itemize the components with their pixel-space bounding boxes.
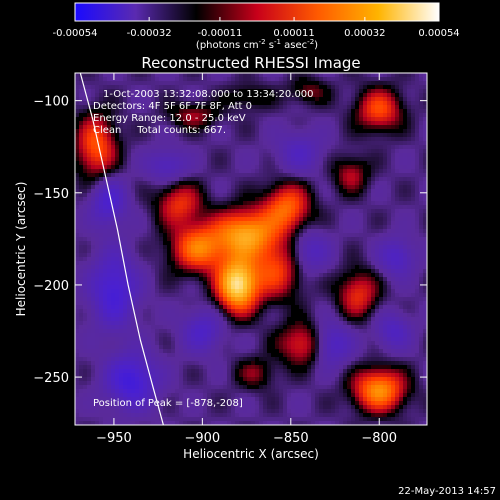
footer-date: 22-May-2013 14:57	[398, 486, 496, 497]
y-tick-label: −150	[33, 187, 69, 202]
solar-limb-line	[79, 73, 164, 425]
annotation-energy: Energy Range: 12.0 - 25.0 keV	[93, 113, 246, 124]
x-tick-label: −800	[361, 431, 397, 446]
colorbar: -0.00054 -0.00032 -0.00011 0.00011 0.00032 0.…	[53, 2, 460, 51]
annotation-detectors: Detectors: 4F 5F 6F 7F 8F, Att 0	[93, 101, 252, 112]
x-tick-label: −950	[96, 431, 132, 446]
y-tick-label: −250	[33, 371, 69, 386]
colorbar-unit-label: (photons cm-2 s-1 asec-2)	[196, 38, 318, 51]
annotation-clean: Clean Total counts: 667.	[93, 125, 226, 136]
annotation-time-range: 1-Oct-2003 13:32:08.000 to 13:34:20.000	[103, 89, 314, 100]
colorbar-strip	[74, 2, 440, 22]
x-axis-label: Heliocentric X (arcsec)	[183, 447, 319, 461]
plot-area: 1-Oct-2003 13:32:08.000 to 13:34:20.000 …	[74, 72, 428, 426]
y-tick-label: −100	[33, 95, 69, 110]
y-tick-label: −200	[33, 279, 69, 294]
colorbar-tick-label: -0.00032	[127, 28, 172, 39]
annotations: 1-Oct-2003 13:32:08.000 to 13:34:20.000 …	[93, 89, 314, 409]
x-axis: −950 −900 −850 −800	[96, 73, 397, 446]
colorbar-tick-label: -0.00054	[53, 28, 98, 39]
heatmap-image	[75, 73, 427, 425]
colorbar-tick-label: 0.00054	[418, 28, 459, 39]
colorbar-tick-label: 0.00011	[273, 28, 314, 39]
chart-title: Reconstructed RHESSI Image	[141, 54, 360, 72]
plot-frame	[74, 72, 428, 426]
y-axis-label: Heliocentric Y (arcsec)	[14, 182, 28, 317]
x-tick-label: −900	[184, 431, 220, 446]
colorbar-tick-label: -0.00011	[197, 28, 242, 39]
x-tick-label: −850	[273, 431, 309, 446]
y-axis: −100 −150 −200 −250	[33, 95, 427, 386]
colorbar-tick-label: 0.00032	[344, 28, 385, 39]
annotation-peak-position: Position of Peak = [-878,-208]	[93, 398, 243, 409]
colorbar-ticks: -0.00054 -0.00032 -0.00011 0.00011 0.00032 0.…	[53, 17, 460, 39]
